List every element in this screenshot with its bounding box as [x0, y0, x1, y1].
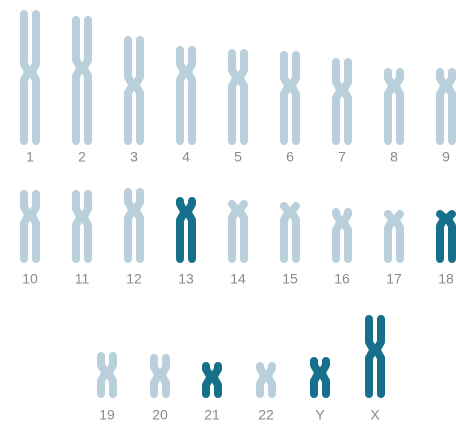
chromatid	[314, 361, 319, 394]
chromatid	[162, 358, 167, 394]
chromatid	[128, 192, 133, 259]
chromatid	[232, 53, 237, 141]
chromatid	[440, 72, 445, 141]
chromatid	[344, 62, 349, 141]
chromosome: 9	[440, 72, 452, 165]
chromosome: 18	[438, 214, 454, 287]
chromosome: 12	[126, 192, 142, 287]
chromosome-label: 9	[442, 149, 450, 165]
chromosome: 20	[152, 358, 168, 423]
chromosome: 2	[76, 20, 88, 165]
chromatid	[448, 214, 453, 259]
chromatid	[240, 204, 245, 259]
chromatid	[24, 194, 29, 259]
chromatid	[240, 53, 245, 141]
chromatid	[369, 319, 374, 394]
chromosome-label: 18	[438, 271, 454, 287]
chromatid	[448, 72, 453, 141]
chromosome: 13	[178, 201, 194, 287]
chromatid	[336, 62, 341, 141]
chromatid	[396, 214, 401, 259]
chromatid	[377, 319, 382, 394]
chromatid	[260, 366, 265, 394]
chromatid	[344, 212, 349, 259]
chromatid	[268, 366, 273, 394]
chromosome: 10	[22, 194, 38, 287]
chromosome-label: 13	[178, 271, 194, 287]
chromatid	[109, 356, 114, 394]
chromosome: 19	[99, 356, 115, 423]
chromosome-label: 1	[26, 149, 34, 165]
chromatid	[292, 55, 297, 141]
chromosome: Y	[314, 361, 326, 423]
chromatid	[284, 55, 289, 141]
chromosome-label: 2	[78, 149, 86, 165]
chromosome-label: 12	[126, 271, 142, 287]
chromosome: 3	[128, 40, 140, 165]
chromatid	[101, 356, 106, 394]
chromosome: 6	[284, 55, 296, 165]
chromatid	[396, 72, 401, 141]
chromosome: 1	[24, 14, 36, 165]
chromosome-label: 14	[230, 271, 246, 287]
chromatid	[32, 14, 37, 141]
chromosome-label: 11	[75, 271, 90, 287]
chromosome: 14	[230, 204, 246, 287]
chromosome-label: 17	[386, 271, 402, 287]
chromatid	[336, 212, 341, 259]
chromatid	[180, 50, 185, 141]
chromosome-label: 8	[390, 149, 398, 165]
chromosome: 11	[75, 194, 90, 287]
chromosome: 16	[334, 212, 350, 287]
chromatid	[180, 201, 185, 259]
chromosome: 17	[386, 214, 402, 287]
chromosome-label: X	[370, 407, 380, 423]
chromosome-label: 10	[22, 271, 38, 287]
chromosome-label: 4	[182, 149, 190, 165]
chromatid	[136, 40, 141, 141]
chromosome: 7	[336, 62, 348, 165]
chromosome: X	[369, 319, 381, 423]
chromosome-label: 15	[282, 271, 298, 287]
chromosome: 21	[204, 366, 220, 423]
chromatid	[136, 192, 141, 259]
chromatid	[188, 201, 193, 259]
chromatid	[84, 194, 89, 259]
chromosome: 15	[282, 206, 298, 287]
chromosome-label: 3	[130, 149, 138, 165]
chromosome: 22	[258, 366, 274, 423]
chromosome: 8	[388, 72, 400, 165]
chromosome-label: 6	[286, 149, 294, 165]
chromatid	[84, 20, 89, 141]
chromatid	[206, 366, 211, 394]
chromosome-label: 22	[258, 407, 274, 423]
chromosome-label: 20	[152, 407, 168, 423]
karyotype: 12345678910111213141516171819202122YX	[0, 0, 456, 426]
chromosome-label: Y	[315, 407, 325, 423]
chromatid	[292, 206, 297, 259]
chromosome-label: 19	[99, 407, 115, 423]
chromatid	[214, 366, 219, 394]
chromatid	[188, 50, 193, 141]
chromatid	[24, 14, 29, 141]
chromatid	[284, 206, 289, 259]
chromatid	[76, 194, 81, 259]
chromatid	[388, 72, 393, 141]
chromatid	[440, 214, 445, 259]
chromosome-label: 21	[204, 407, 220, 423]
chromatid	[128, 40, 133, 141]
chromatid	[322, 361, 327, 394]
chromosome: 5	[232, 53, 244, 165]
chromatid	[232, 204, 237, 259]
chromatid	[32, 194, 37, 259]
chromatid	[76, 20, 81, 141]
chromosome-label: 16	[334, 271, 350, 287]
chromosome-label: 5	[234, 149, 242, 165]
chromosome-label: 7	[338, 149, 346, 165]
chromosome: 4	[180, 50, 192, 165]
